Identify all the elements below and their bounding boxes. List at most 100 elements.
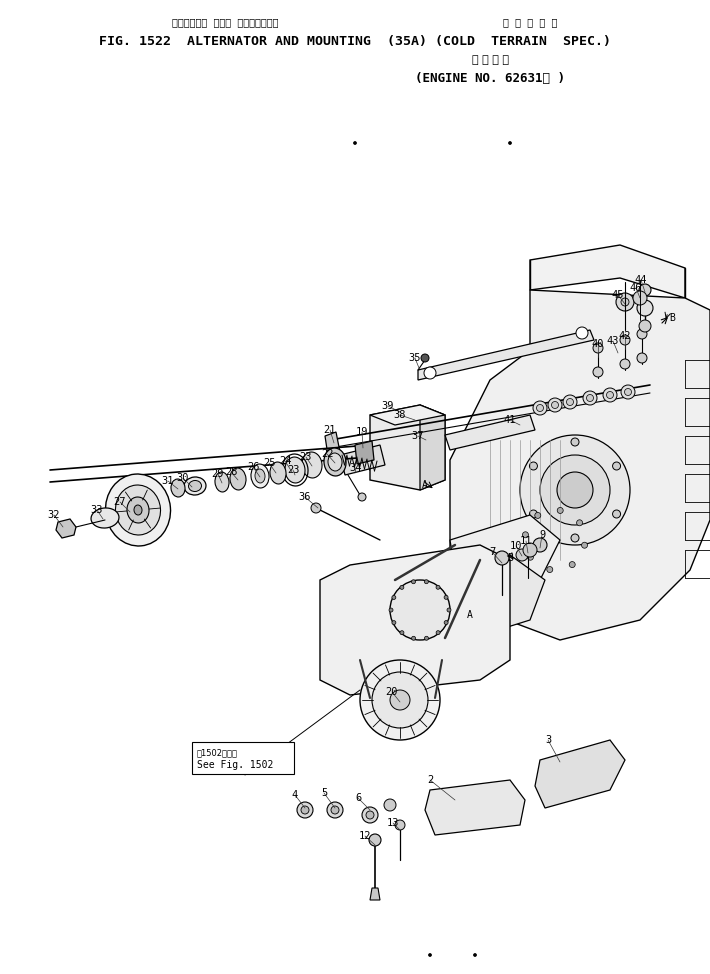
Circle shape: [552, 401, 559, 408]
FancyBboxPatch shape: [192, 742, 294, 774]
Text: 23: 23: [287, 465, 299, 475]
Circle shape: [389, 608, 393, 612]
Text: 13: 13: [387, 818, 399, 828]
Circle shape: [392, 620, 396, 624]
Polygon shape: [370, 405, 445, 490]
Ellipse shape: [328, 453, 342, 471]
Text: 26: 26: [247, 462, 259, 472]
Circle shape: [637, 300, 653, 316]
Text: 2: 2: [427, 775, 433, 785]
Text: 寒  冷  地  仕  機: 寒 冷 地 仕 機: [503, 17, 557, 27]
Circle shape: [311, 503, 321, 513]
Circle shape: [425, 580, 428, 583]
Text: A: A: [422, 480, 428, 490]
Ellipse shape: [255, 469, 265, 483]
Circle shape: [637, 353, 647, 363]
Polygon shape: [370, 405, 445, 425]
Circle shape: [571, 438, 579, 446]
Polygon shape: [425, 780, 525, 835]
Circle shape: [425, 636, 428, 640]
Polygon shape: [56, 519, 76, 538]
Text: 19: 19: [356, 427, 368, 437]
Ellipse shape: [106, 474, 170, 546]
Text: 40: 40: [591, 339, 604, 349]
Text: 7: 7: [489, 547, 495, 557]
Circle shape: [327, 802, 343, 818]
Polygon shape: [535, 740, 625, 808]
Ellipse shape: [215, 472, 229, 492]
Circle shape: [360, 660, 440, 740]
Polygon shape: [370, 888, 380, 900]
Circle shape: [621, 298, 629, 306]
Text: 22: 22: [321, 449, 333, 459]
Circle shape: [436, 630, 440, 635]
Circle shape: [474, 954, 476, 956]
Text: オルタネータ  および  マウンティング: オルタネータ および マウンティング: [172, 17, 278, 27]
Polygon shape: [530, 245, 685, 298]
Circle shape: [516, 549, 528, 561]
Circle shape: [366, 811, 374, 819]
Text: 適 用 号 機: 適 用 号 機: [471, 55, 508, 65]
Circle shape: [358, 558, 482, 682]
Circle shape: [583, 391, 597, 405]
Circle shape: [390, 580, 450, 640]
Polygon shape: [450, 290, 710, 640]
Circle shape: [424, 367, 436, 379]
Text: B: B: [507, 553, 513, 563]
Text: 37: 37: [412, 431, 425, 441]
Text: 23: 23: [300, 452, 312, 462]
Circle shape: [633, 291, 647, 305]
Circle shape: [447, 608, 451, 612]
Circle shape: [380, 580, 460, 660]
Circle shape: [354, 141, 356, 144]
Circle shape: [533, 401, 547, 415]
Circle shape: [547, 567, 553, 573]
Circle shape: [444, 620, 448, 624]
Circle shape: [639, 284, 651, 296]
Circle shape: [369, 834, 381, 846]
Polygon shape: [418, 330, 594, 380]
Circle shape: [569, 562, 575, 568]
Polygon shape: [445, 415, 535, 450]
Ellipse shape: [324, 448, 346, 476]
Text: 38: 38: [394, 410, 406, 420]
Circle shape: [593, 343, 603, 353]
Text: 33: 33: [91, 505, 103, 515]
Circle shape: [297, 802, 313, 818]
Polygon shape: [430, 555, 545, 645]
Circle shape: [520, 435, 630, 545]
Ellipse shape: [134, 505, 142, 515]
Circle shape: [444, 595, 448, 599]
Ellipse shape: [91, 508, 119, 528]
Circle shape: [533, 538, 547, 552]
Text: B: B: [669, 313, 675, 323]
Circle shape: [372, 672, 428, 728]
Circle shape: [613, 510, 621, 518]
Ellipse shape: [171, 479, 185, 497]
Circle shape: [576, 327, 588, 339]
Circle shape: [537, 404, 543, 411]
Circle shape: [331, 806, 339, 814]
Circle shape: [421, 354, 429, 362]
Ellipse shape: [127, 497, 149, 523]
Circle shape: [436, 585, 440, 589]
Text: 32: 32: [48, 510, 60, 520]
Circle shape: [577, 520, 583, 526]
Polygon shape: [420, 405, 445, 490]
Text: 24: 24: [279, 456, 291, 466]
Ellipse shape: [189, 480, 202, 492]
Circle shape: [621, 385, 635, 399]
Circle shape: [530, 462, 537, 470]
Text: 27: 27: [114, 497, 126, 507]
Text: 42: 42: [618, 331, 631, 341]
Circle shape: [557, 507, 563, 513]
Ellipse shape: [184, 477, 206, 495]
Polygon shape: [355, 441, 374, 464]
Circle shape: [395, 820, 405, 830]
Circle shape: [586, 394, 594, 401]
Ellipse shape: [285, 457, 305, 483]
Circle shape: [412, 580, 415, 583]
Circle shape: [625, 389, 631, 395]
Ellipse shape: [251, 464, 269, 488]
Text: 39: 39: [382, 401, 394, 411]
